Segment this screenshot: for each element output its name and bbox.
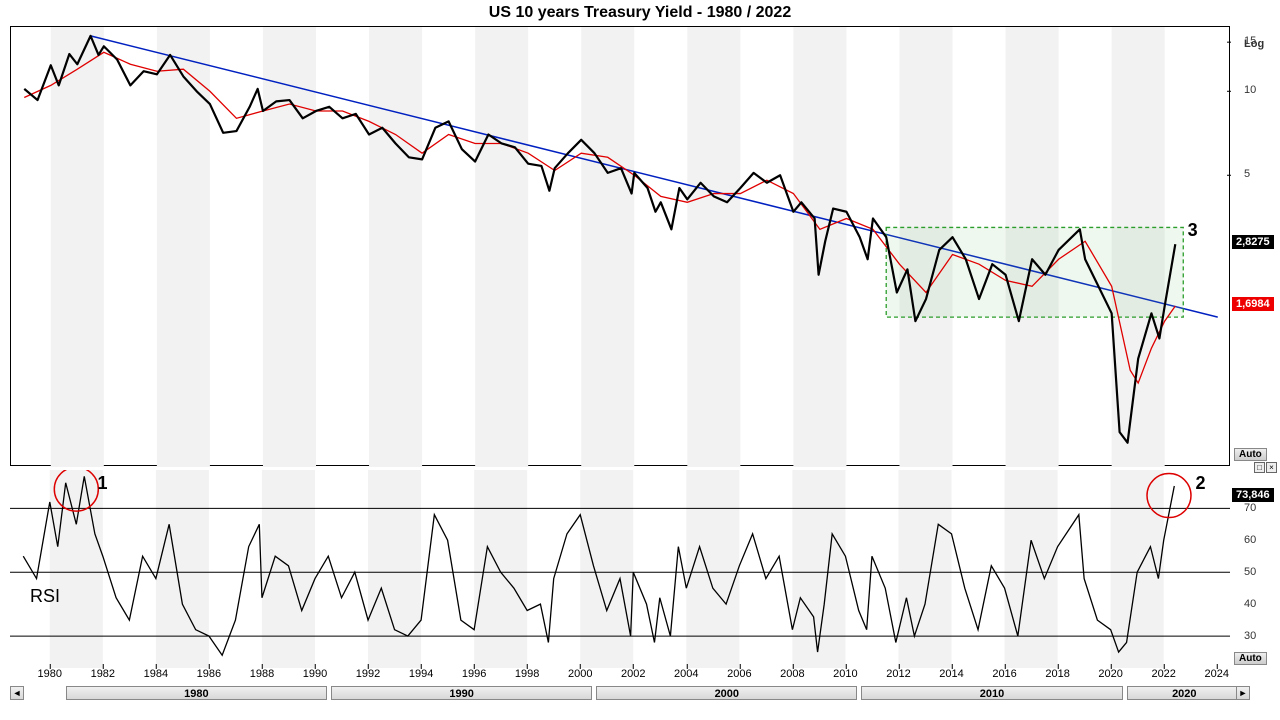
annotation-1: 1 (98, 473, 108, 494)
auto-badge-rsi[interactable]: Auto (1234, 652, 1267, 665)
xaxis-tick: 2006 (727, 668, 751, 680)
xaxis-tick: 1994 (409, 668, 433, 680)
xaxis-tick: 2012 (886, 668, 910, 680)
xaxis-tick: 2018 (1045, 668, 1069, 680)
xaxis-tick: 2000 (568, 668, 592, 680)
decade-bar[interactable]: 2000 (596, 686, 857, 700)
xaxis-tick: 1998 (515, 668, 539, 680)
auto-badge-main[interactable]: Auto (1234, 448, 1267, 461)
rsi-ytick: 40 (1244, 598, 1256, 610)
xaxis-tick: 1982 (91, 668, 115, 680)
rsi-ytick: 60 (1244, 534, 1256, 546)
main-ytick: 15 (1244, 35, 1256, 47)
scroll-right-button[interactable]: ► (1236, 686, 1250, 700)
annotation-3: 3 (1188, 220, 1198, 241)
rsi-ytick: 50 (1244, 566, 1256, 578)
decade-bar[interactable]: 2010 (861, 686, 1122, 700)
xaxis-tick: 2022 (1151, 668, 1175, 680)
x-axis: 1980 1982 1984 1986 1988 1990 1992 1994 1996 1998… (10, 668, 1270, 720)
annotation-2: 2 (1196, 473, 1206, 494)
xaxis-tick: 1996 (462, 668, 486, 680)
xaxis-tick: 1980 (38, 668, 62, 680)
rsi-ytick: 70 (1244, 502, 1256, 514)
scroll-left-button[interactable]: ◄ (10, 686, 24, 700)
xaxis-tick: 1984 (144, 668, 168, 680)
xaxis-tick: 1992 (356, 668, 380, 680)
chart-title: US 10 years Treasury Yield - 1980 / 2022 (0, 0, 1280, 26)
main-ytick: 5 (1244, 168, 1250, 180)
rsi-value-badge: 73,846 (1232, 488, 1274, 502)
xaxis-tick: 1986 (197, 668, 221, 680)
main-chart-svg (11, 27, 1231, 467)
xaxis-tick: 2014 (939, 668, 963, 680)
close-icon[interactable]: × (1266, 462, 1277, 473)
main-ytick: 10 (1244, 84, 1256, 96)
ma-value-badge: 1,6984 (1232, 297, 1274, 311)
xaxis-tick: 2002 (621, 668, 645, 680)
xaxis-tick: 1988 (250, 668, 274, 680)
rsi-label: RSI (30, 586, 60, 607)
xaxis-tick: 2004 (674, 668, 698, 680)
maximize-icon[interactable]: □ (1254, 462, 1265, 473)
xaxis-tick: 2008 (780, 668, 804, 680)
xaxis-tick: 2010 (833, 668, 857, 680)
decade-bar[interactable]: 1990 (331, 686, 592, 700)
xaxis-tick: 2016 (992, 668, 1016, 680)
rsi-panel: RSI (10, 470, 1230, 668)
xaxis-tick: 2024 (1204, 668, 1228, 680)
rsi-chart-svg (10, 470, 1230, 668)
decade-bar[interactable]: 2020 (1127, 686, 1242, 700)
xaxis-tick: 2020 (1098, 668, 1122, 680)
rsi-ytick: 30 (1244, 630, 1256, 642)
main-chart-panel (10, 26, 1230, 466)
xaxis-tick: 1990 (303, 668, 327, 680)
decade-bar[interactable]: 1980 (66, 686, 327, 700)
current-value-badge: 2,8275 (1232, 235, 1274, 249)
